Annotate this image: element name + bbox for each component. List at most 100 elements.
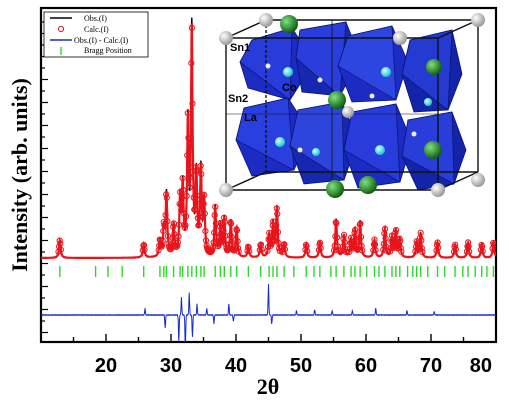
calc-marker <box>174 239 181 246</box>
calc-marker <box>176 200 183 207</box>
calc-marker <box>358 242 365 250</box>
calc-marker <box>395 241 403 248</box>
calc-marker <box>355 242 362 249</box>
calc-marker <box>209 246 216 253</box>
x-axis-title: 2θ <box>257 374 279 399</box>
calc-marker <box>276 247 283 255</box>
calc-marker <box>188 60 195 67</box>
calc-marker <box>276 245 283 252</box>
calc-marker <box>274 229 281 236</box>
calc-marker <box>435 244 442 251</box>
calc-marker <box>179 175 186 182</box>
calc-marker <box>341 239 348 246</box>
calc-marker <box>272 233 279 240</box>
calc-marker <box>191 206 198 213</box>
calc-marker <box>200 200 207 207</box>
calc-marker <box>452 246 459 253</box>
calc-marker <box>212 203 219 210</box>
calc-marker <box>220 227 227 234</box>
calc-marker <box>196 213 203 220</box>
bragg-ticks <box>59 266 495 277</box>
calc-marker <box>56 237 63 244</box>
calc-markers <box>55 24 496 256</box>
calc-marker <box>201 210 208 217</box>
calc-marker <box>397 244 404 251</box>
calc-marker <box>417 229 424 236</box>
calc-marker <box>340 235 347 242</box>
calc-marker <box>281 246 288 253</box>
calc-marker <box>201 191 208 198</box>
legend-calc-label: Calc.(I) <box>84 25 109 34</box>
calc-marker <box>418 237 425 244</box>
calc-marker <box>340 231 348 238</box>
calc-marker <box>182 222 189 229</box>
calc-marker <box>164 218 171 225</box>
calc-marker <box>387 248 394 255</box>
calc-marker <box>219 239 226 246</box>
inset-label-co: Co <box>282 82 297 94</box>
calc-marker <box>418 245 425 252</box>
x-tick-label: 30 <box>160 355 182 377</box>
y-axis-title: Intensity (arb. units) <box>7 78 32 272</box>
calc-marker <box>271 238 279 245</box>
calc-marker <box>211 212 218 219</box>
calc-marker <box>235 248 242 255</box>
calc-marker <box>317 245 324 252</box>
calc-marker <box>195 222 203 229</box>
calc-marker <box>397 237 404 245</box>
calc-marker <box>56 243 63 250</box>
calc-marker <box>202 228 209 235</box>
x-tick-labels: 20 30 40 50 60 70 80 <box>95 355 492 377</box>
x-tick-label: 40 <box>225 355 247 377</box>
calc-marker <box>162 212 169 219</box>
calc-marker <box>233 227 241 234</box>
calc-marker <box>270 218 277 225</box>
calc-marker <box>189 100 196 107</box>
calc-marker <box>232 236 239 243</box>
calc-marker <box>235 245 242 252</box>
calc-marker <box>161 223 169 230</box>
calc-marker <box>315 246 322 254</box>
calc-marker <box>234 238 241 245</box>
calc-marker <box>187 174 194 181</box>
calc-marker <box>216 223 224 230</box>
calc-marker <box>490 241 496 248</box>
legend: Obs.(I) Calc.(I) Obs.(I) - Calc.(I) Brag… <box>43 11 149 58</box>
calc-marker <box>393 236 400 243</box>
calc-marker <box>372 247 379 254</box>
calc-marker <box>180 186 187 194</box>
inset-label-la: La <box>244 112 258 124</box>
octahedra <box>235 21 467 191</box>
calc-marker <box>226 232 234 239</box>
calc-marker <box>331 242 338 249</box>
x-tick-label: 80 <box>470 355 492 377</box>
x-axis-ticks <box>40 334 497 342</box>
calc-marker <box>193 167 200 174</box>
calc-marker <box>215 243 222 250</box>
calc-marker <box>264 247 271 254</box>
calc-marker <box>213 233 220 240</box>
legend-obs-label: Obs.(I) <box>84 14 107 23</box>
diff-line <box>41 284 496 342</box>
calc-marker <box>141 246 148 253</box>
calc-marker <box>246 248 253 255</box>
calc-marker <box>197 192 204 199</box>
calc-marker <box>183 192 190 200</box>
calc-marker <box>357 233 365 240</box>
calc-marker <box>226 241 233 248</box>
calc-marker <box>383 247 390 254</box>
calc-marker <box>170 223 177 230</box>
calc-marker <box>57 240 64 247</box>
calc-marker <box>222 241 229 248</box>
crystal-structure-inset: Sn1 Sn2 Co La <box>219 13 485 198</box>
calc-marker <box>245 244 252 251</box>
calc-marker <box>335 247 342 254</box>
calc-marker <box>184 152 191 159</box>
calc-marker <box>465 239 472 246</box>
calc-marker <box>332 233 339 240</box>
calc-marker <box>217 219 224 227</box>
calc-marker <box>359 247 366 254</box>
calc-marker <box>183 213 190 220</box>
calc-marker <box>342 245 349 252</box>
